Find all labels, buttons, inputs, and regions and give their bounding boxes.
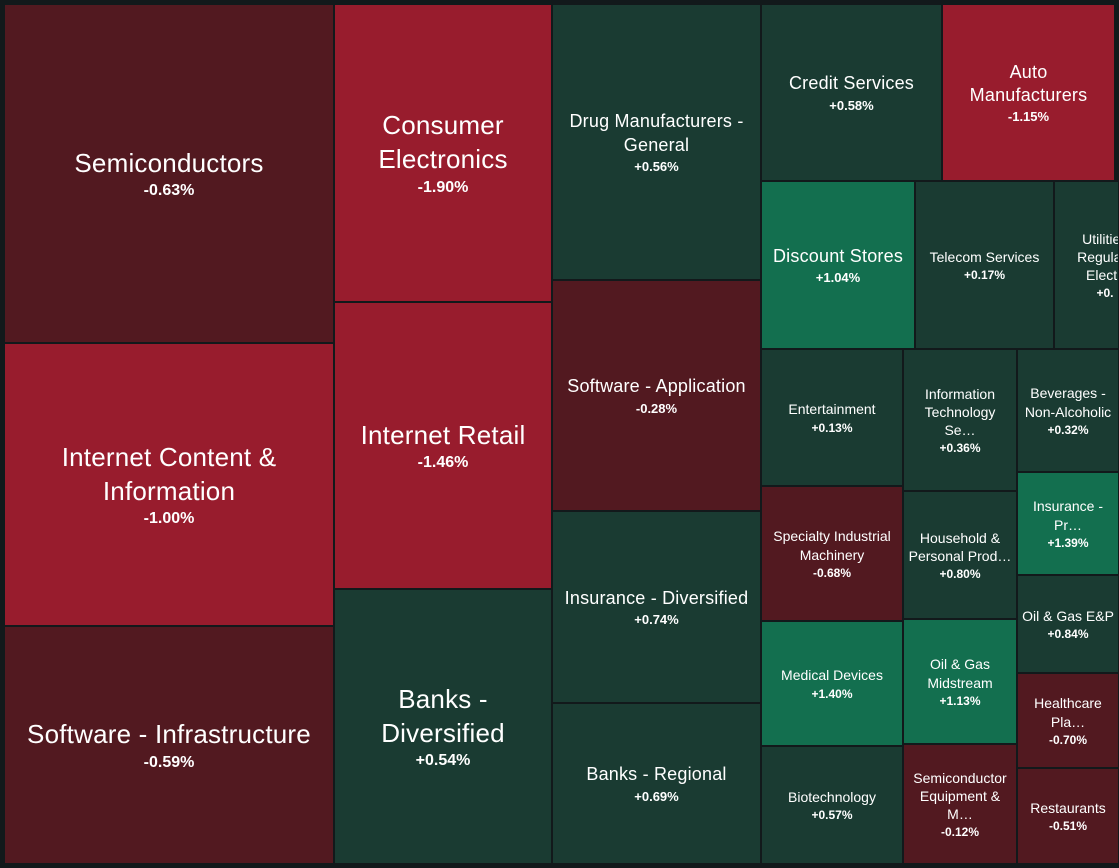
tile-change: +0.58% — [829, 97, 874, 113]
tile-credit-services[interactable]: Credit Services +0.58% — [761, 4, 942, 181]
tile-label: Banks - Regional — [586, 764, 727, 785]
tile-label: Credit Services — [788, 73, 915, 94]
tile-oil-gas-midstream[interactable]: Oil & Gas Midstream +1.13% — [903, 619, 1017, 744]
tile-change: +1.04% — [815, 270, 861, 286]
tile-label: Oil & Gas E&P — [1022, 607, 1114, 624]
tile-change: -0.63% — [143, 182, 195, 200]
tile-label: Beverages - Non-Alcoholic — [1024, 385, 1112, 420]
tile-change: +0.57% — [811, 808, 853, 823]
tile-change: +1.13% — [939, 693, 981, 708]
tile-consumer-electronics[interactable]: Consumer Electronics -1.90% — [334, 4, 552, 302]
tile-change: +0.84% — [1047, 627, 1089, 642]
tile-change: -0.59% — [143, 753, 195, 771]
tile-change: +0. — [1096, 286, 1114, 301]
tile-label: Telecom Services — [929, 248, 1040, 265]
tile-software-application[interactable]: Software - Application -0.28% — [552, 280, 761, 511]
tile-label: Household & Personal Prod… — [908, 529, 1012, 564]
tile-label: Biotechnology — [788, 788, 876, 805]
tile-change: +0.32% — [1047, 422, 1089, 437]
tile-software-infrastructure[interactable]: Software - Infrastructure -0.59% — [4, 626, 334, 864]
tile-change: -0.12% — [940, 825, 980, 840]
tile-healthcare-plans[interactable]: Healthcare Pla… -0.70% — [1017, 673, 1119, 768]
tile-label: Discount Stores — [772, 245, 904, 266]
tile-household-personal-products[interactable]: Household & Personal Prod… +0.80% — [903, 491, 1017, 619]
tile-label: Internet Content & Information — [61, 441, 277, 506]
tile-label: Semiconductors — [74, 147, 264, 178]
tile-insurance-diversified[interactable]: Insurance - Diversified +0.74% — [552, 511, 761, 703]
tile-change: -0.68% — [812, 565, 852, 580]
tile-change: +0.17% — [963, 268, 1006, 283]
tile-label: Auto Manufacturers — [969, 61, 1088, 105]
tile-change: +0.13% — [811, 420, 853, 435]
tile-label: Semiconductor Equipment & M… — [913, 769, 1007, 823]
tile-change: -1.46% — [417, 454, 469, 472]
tile-label: Consumer Electronics — [378, 110, 508, 174]
tile-change: +0.54% — [415, 752, 471, 770]
tile-semiconductor-equipment-materials[interactable]: Semiconductor Equipment & M… -0.12% — [903, 744, 1017, 864]
tile-label: Entertainment — [788, 401, 876, 418]
tile-change: -0.70% — [1048, 732, 1088, 747]
tile-banks-diversified[interactable]: Banks - Diversified +0.54% — [334, 589, 552, 864]
tile-change: +0.74% — [634, 612, 679, 628]
tile-biotechnology[interactable]: Biotechnology +0.57% — [761, 746, 903, 864]
tile-label: Insurance - Pr… — [1032, 498, 1104, 533]
tile-medical-devices[interactable]: Medical Devices +1.40% — [761, 621, 903, 746]
tile-change: -1.15% — [1007, 109, 1050, 125]
tile-telecom-services[interactable]: Telecom Services +0.17% — [915, 181, 1054, 349]
tile-label: Software - Application — [567, 376, 746, 397]
tile-restaurants[interactable]: Restaurants -0.51% — [1017, 768, 1119, 864]
tile-semiconductors[interactable]: Semiconductors -0.63% — [4, 4, 334, 343]
tile-change: +1.40% — [811, 686, 853, 701]
tile-insurance-property-casualty[interactable]: Insurance - Pr… +1.39% — [1017, 472, 1119, 575]
tile-label: Specialty Industrial Machinery — [773, 528, 891, 563]
tile-change: +1.39% — [1047, 535, 1089, 550]
tile-discount-stores[interactable]: Discount Stores +1.04% — [761, 181, 915, 349]
tile-internet-retail[interactable]: Internet Retail -1.46% — [334, 302, 552, 589]
tile-label: Banks - Diversified — [381, 683, 505, 748]
tile-change: -1.00% — [143, 510, 195, 528]
tile-label: Software - Infrastructure — [27, 719, 311, 750]
tile-change: +0.36% — [939, 441, 981, 456]
tile-utilities-regulated-electric[interactable]: Utilities - Regulated Electric +0. — [1054, 181, 1119, 349]
tile-drug-manufacturers-general[interactable]: Drug Manufacturers - General +0.56% — [552, 4, 761, 280]
tile-entertainment[interactable]: Entertainment +0.13% — [761, 349, 903, 486]
tile-specialty-industrial-machinery[interactable]: Specialty Industrial Machinery -0.68% — [761, 486, 903, 621]
tile-label: Healthcare Pla… — [1034, 695, 1102, 730]
tile-beverages-non-alcoholic[interactable]: Beverages - Non-Alcoholic +0.32% — [1017, 349, 1119, 472]
tile-change: +0.56% — [634, 158, 679, 174]
tile-label: Information Technology Se… — [924, 385, 996, 439]
tile-label: Restaurants — [1030, 799, 1106, 816]
tile-label: Drug Manufacturers - General — [569, 111, 744, 155]
tile-label: Internet Retail — [360, 419, 526, 450]
tile-oil-gas-ep[interactable]: Oil & Gas E&P +0.84% — [1017, 575, 1119, 673]
tile-banks-regional[interactable]: Banks - Regional +0.69% — [552, 703, 761, 864]
tile-internet-content-information[interactable]: Internet Content & Information -1.00% — [4, 343, 334, 626]
tile-label: Medical Devices — [781, 667, 883, 684]
tile-change: -0.51% — [1048, 819, 1088, 834]
tile-change: +0.69% — [634, 788, 679, 804]
tile-information-technology-services[interactable]: Information Technology Se… +0.36% — [903, 349, 1017, 491]
tile-label: Insurance - Diversified — [564, 587, 749, 608]
tile-change: -1.90% — [417, 178, 469, 196]
tile-auto-manufacturers[interactable]: Auto Manufacturers -1.15% — [942, 4, 1115, 181]
tile-label: Oil & Gas Midstream — [927, 656, 993, 691]
tile-label: Utilities - Regulated Electric — [1077, 230, 1118, 284]
tile-change: +0.80% — [939, 567, 981, 582]
tile-change: -0.28% — [635, 400, 678, 416]
